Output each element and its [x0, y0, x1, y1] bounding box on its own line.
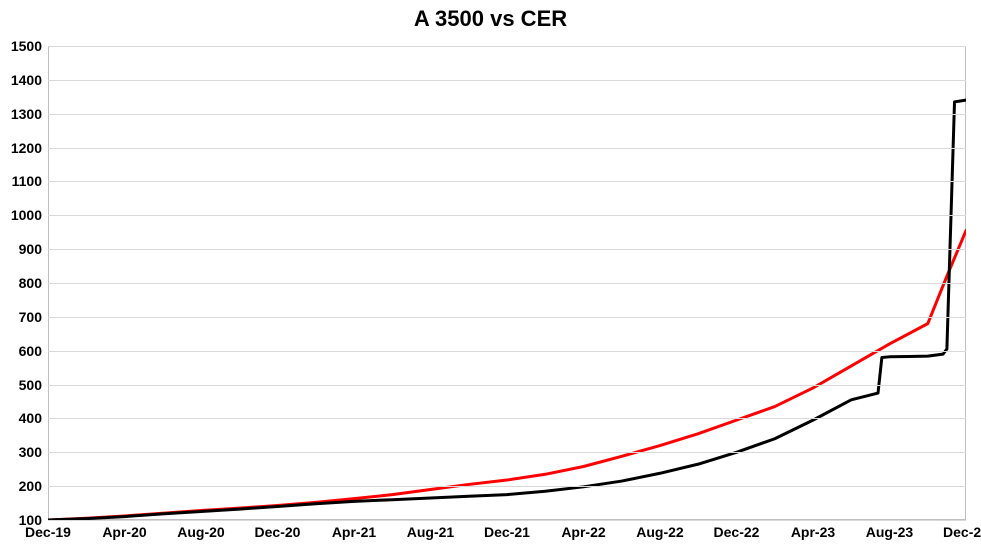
x-tick-label: Dec-20	[255, 520, 301, 540]
y-tick-label: 500	[19, 377, 48, 393]
series-line-a-3500	[48, 100, 966, 520]
x-tick-label: Apr-22	[561, 520, 605, 540]
y-tick-label: 400	[19, 410, 48, 426]
gridline	[48, 351, 966, 352]
x-tick-label: Dec-21	[484, 520, 530, 540]
gridline	[48, 148, 966, 149]
x-tick-label: Aug-20	[177, 520, 224, 540]
y-tick-label: 1400	[11, 72, 48, 88]
gridline	[48, 486, 966, 487]
y-tick-label: 700	[19, 309, 48, 325]
gridline	[48, 249, 966, 250]
y-tick-label: 1100	[12, 173, 48, 189]
chart-title: A 3500 vs CER	[0, 6, 981, 32]
x-tick-label: Apr-23	[791, 520, 835, 540]
chart-container: A 3500 vs CER 10020030040050060070080090…	[0, 0, 981, 553]
x-tick-label: Aug-22	[636, 520, 683, 540]
x-tick-label: Apr-20	[102, 520, 146, 540]
gridline	[48, 283, 966, 284]
x-tick-label: Aug-21	[407, 520, 454, 540]
y-tick-label: 1200	[11, 140, 48, 156]
x-tick-label: Dec-19	[25, 520, 71, 540]
gridline	[48, 215, 966, 216]
y-tick-label: 800	[19, 275, 48, 291]
y-tick-label: 900	[19, 241, 48, 257]
gridline	[48, 114, 966, 115]
y-tick-label: 1000	[11, 207, 48, 223]
x-tick-label: Apr-21	[332, 520, 376, 540]
y-tick-label: 600	[19, 343, 48, 359]
x-tick-label: Aug-23	[866, 520, 913, 540]
gridline	[48, 385, 966, 386]
x-tick-label: Dec-22	[714, 520, 760, 540]
y-tick-label: 1300	[11, 106, 48, 122]
series-line-cer	[48, 231, 966, 520]
y-tick-label: 1500	[11, 38, 48, 54]
plot-area: 1002003004005006007008009001000110012001…	[48, 46, 966, 520]
gridline	[48, 418, 966, 419]
gridline	[48, 46, 966, 47]
x-tick-label: Dec-23	[943, 520, 981, 540]
gridline	[48, 80, 966, 81]
y-tick-label: 300	[19, 444, 48, 460]
gridline	[48, 317, 966, 318]
gridline	[48, 181, 966, 182]
gridline	[48, 452, 966, 453]
y-tick-label: 200	[19, 478, 48, 494]
